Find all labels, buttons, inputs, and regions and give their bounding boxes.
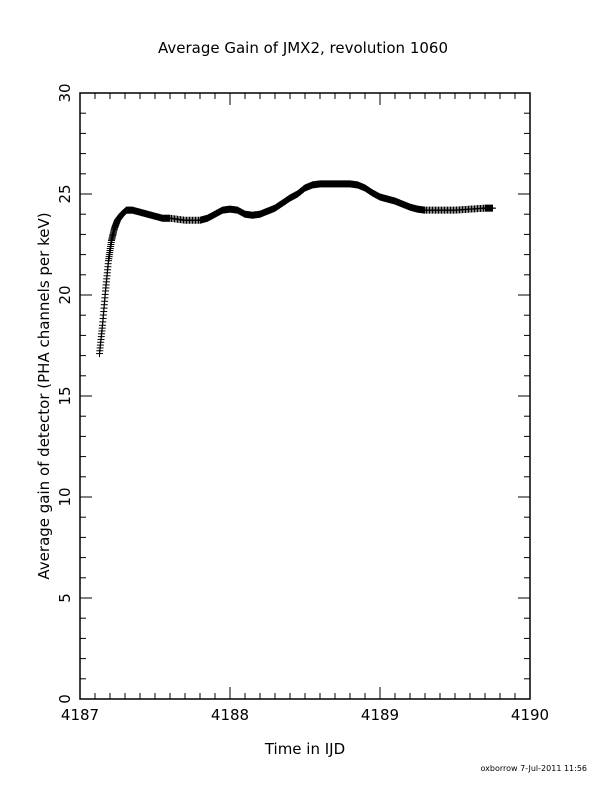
y-tick-label-0: 0 (56, 694, 74, 704)
x-tick-label-4190: 4190 (511, 706, 549, 724)
y-tick-label-20: 20 (56, 285, 74, 304)
y-axis-label: Average gain of detector (PHA channels p… (35, 212, 53, 579)
chart-title: Average Gain of JMX2, revolution 1060 (158, 39, 448, 57)
y-tick-label-10: 10 (56, 487, 74, 506)
y-tick-label-15: 15 (56, 386, 74, 405)
x-tick-label-4188: 4188 (211, 706, 249, 724)
x-axis-label: Time in IJD (264, 740, 345, 758)
y-tick-label-5: 5 (56, 593, 74, 603)
plot-frame (79, 92, 531, 700)
y-tick-label-30: 30 (56, 83, 74, 102)
y-tick-label-25: 25 (56, 184, 74, 203)
footer-credit: oxborrow 7-Jul-2011 11:56 (480, 764, 587, 773)
axis-ticks (79, 92, 531, 700)
data-points (96, 180, 496, 358)
data-point (489, 204, 496, 212)
x-tick-label-4187: 4187 (61, 706, 99, 724)
x-tick-label-4189: 4189 (361, 706, 399, 724)
